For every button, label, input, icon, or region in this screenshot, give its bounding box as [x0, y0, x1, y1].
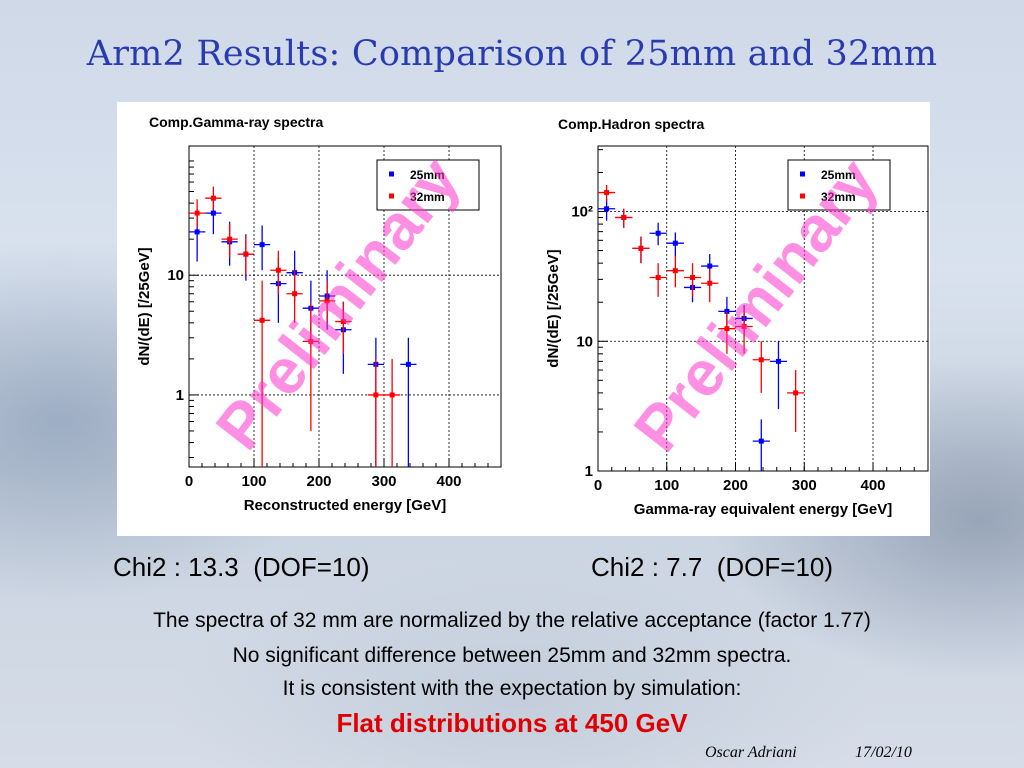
data-point — [292, 291, 298, 297]
legend-label: 25mm — [410, 168, 445, 182]
plots-panel: Comp.Gamma-ray spectra 0 100 200 300 400 1 10 Re… — [117, 102, 930, 536]
data-point — [604, 206, 610, 212]
data-point — [621, 214, 627, 220]
text-line-2: No significant difference between 25mm a… — [232, 644, 792, 667]
x-axis-label: Gamma-ray equivalent energy [GeV] — [634, 501, 892, 518]
slide-title: Arm2 Results: Comparison of 25mm and 32m… — [86, 34, 938, 74]
y-axis-label: dN/(dE) [/25GeV] — [136, 247, 153, 365]
x-tick-label: 100 — [241, 473, 266, 490]
data-point — [758, 438, 764, 444]
data-point — [793, 390, 799, 396]
chart-2: Comp.Hadron spectra 0 100 200 300 400 1 10 10² Ga… — [545, 116, 929, 518]
x-tick-label: 400 — [436, 473, 461, 490]
x-tick-label: 0 — [594, 477, 602, 494]
legend-label: 25mm — [821, 168, 856, 182]
text-line-1: The spectra of 32 mm are normalized by t… — [153, 609, 871, 632]
x-tick-label: 0 — [185, 473, 193, 490]
data-point — [340, 319, 346, 325]
chart-title: Comp.Gamma-ray spectra — [149, 114, 324, 130]
data-point — [389, 392, 395, 398]
y-tick-label: 1 — [176, 387, 184, 404]
x-tick-label: 200 — [306, 473, 331, 490]
legend-label: 32mm — [821, 190, 856, 204]
y-axis-label: dN/(dE) [/25GeV] — [545, 249, 562, 367]
legend-box — [376, 159, 480, 211]
y-tick-label: 10 — [167, 267, 184, 284]
legend-marker — [389, 193, 394, 199]
data-point — [724, 326, 730, 332]
legend-marker — [800, 171, 805, 177]
x-axis-label: Reconstructed energy [GeV] — [244, 497, 447, 514]
chi2-left: Chi2 : 13.3 (DOF=10) — [113, 552, 370, 582]
data-point — [243, 251, 249, 257]
y-tick-label: 10² — [571, 204, 593, 221]
chi2-right: Chi2 : 7.7 (DOF=10) — [591, 552, 834, 582]
chart-title: Comp.Hadron spectra — [558, 116, 704, 132]
highlight-text: Flat distributions at 450 GeV — [336, 708, 688, 738]
data-point — [758, 357, 764, 363]
legend-marker — [800, 193, 805, 199]
text-line-3: It is consistent with the expectation by… — [282, 677, 742, 700]
x-tick-label: 200 — [723, 477, 748, 494]
data-point — [672, 268, 678, 274]
legend-label: 32mm — [410, 190, 445, 204]
chart-1: Comp.Gamma-ray spectra 0 100 200 300 400 1 10 Re… — [136, 114, 502, 514]
footer-date: 17/02/10 — [855, 744, 912, 761]
data-point — [405, 361, 411, 367]
data-point — [210, 195, 216, 201]
data-point — [194, 229, 200, 235]
data-point — [259, 317, 265, 323]
footer-author: Oscar Adriani — [705, 744, 797, 761]
data-point — [655, 230, 661, 236]
x-tick-label: 100 — [654, 477, 679, 494]
data-point — [672, 240, 678, 246]
data-point — [707, 280, 713, 286]
data-point — [604, 190, 610, 196]
x-tick-label: 300 — [792, 477, 817, 494]
x-tick-label: 400 — [860, 477, 885, 494]
data-point — [275, 267, 281, 273]
data-point — [227, 236, 233, 242]
data-point — [707, 263, 713, 269]
series-32mm — [598, 185, 805, 432]
data-point — [373, 392, 379, 398]
data-point — [655, 275, 661, 281]
preliminary-watermark: Preliminary — [202, 143, 474, 462]
data-point — [741, 323, 747, 329]
legend-box — [787, 159, 891, 211]
data-point — [690, 275, 696, 281]
data-point — [638, 245, 644, 251]
data-point — [194, 210, 200, 216]
y-tick-label: 1 — [585, 463, 593, 480]
data-point — [259, 242, 265, 248]
legend-marker — [389, 171, 394, 177]
preliminary-watermark: Preliminary — [620, 145, 892, 464]
data-point — [775, 358, 781, 364]
series-32mm — [189, 186, 401, 467]
x-tick-label: 300 — [371, 473, 396, 490]
data-point — [308, 338, 314, 344]
data-point — [324, 298, 330, 304]
y-tick-label: 10 — [576, 333, 593, 350]
data-point — [210, 210, 216, 216]
